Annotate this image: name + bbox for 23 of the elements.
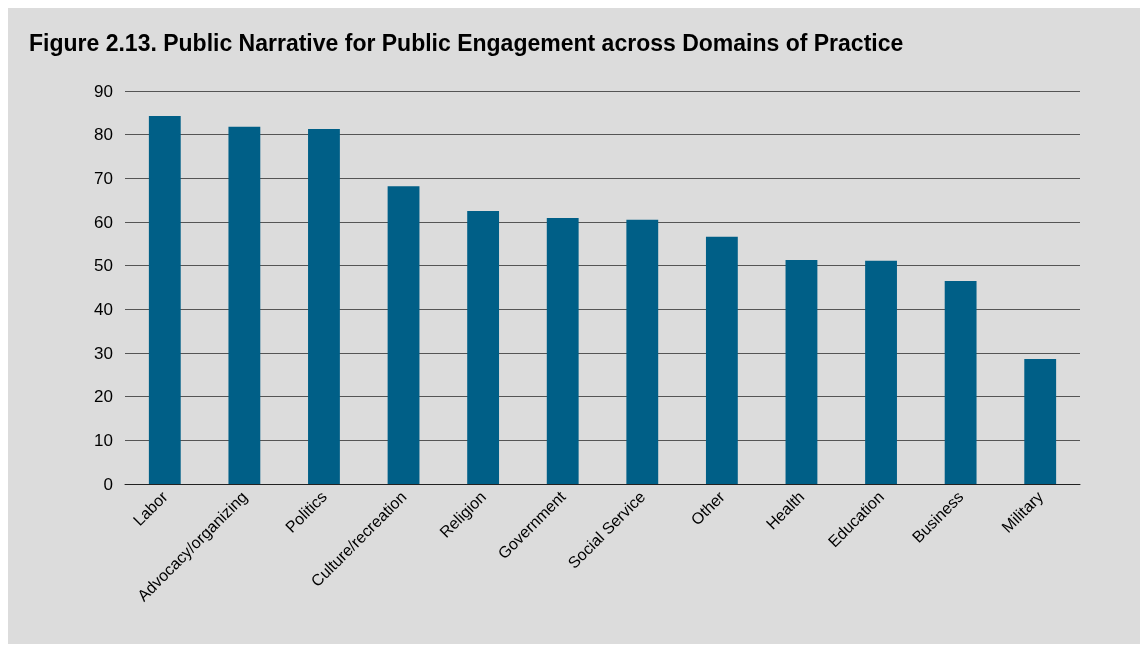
bar <box>626 219 659 484</box>
y-tick-label: 90 <box>94 81 113 101</box>
y-tick-label: 10 <box>94 430 113 450</box>
bar <box>148 115 181 484</box>
bar <box>705 236 738 484</box>
bar <box>785 259 818 484</box>
y-tick-label: 20 <box>94 387 113 407</box>
bar <box>944 280 977 484</box>
chart-title: Figure 2.13. Public Narrative for Public Engagement across Domains of Practice <box>29 29 904 56</box>
bar <box>467 211 500 484</box>
y-tick-label: 60 <box>94 212 113 232</box>
y-tick-label: 0 <box>103 474 113 494</box>
bar <box>308 128 340 484</box>
y-tick-label: 80 <box>94 125 113 145</box>
y-tick-label: 40 <box>94 299 113 319</box>
bar <box>1024 359 1057 484</box>
bar <box>546 218 579 484</box>
y-tick-label: 30 <box>94 343 113 363</box>
y-tick-label: 50 <box>94 256 113 276</box>
y-tick-label: 70 <box>94 168 113 188</box>
bar <box>865 260 897 484</box>
bar <box>228 126 261 484</box>
bar <box>387 186 420 484</box>
